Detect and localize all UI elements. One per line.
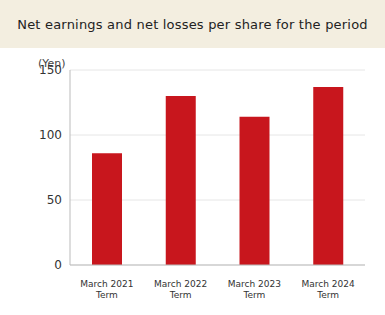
svg-text:0: 0 [54, 258, 62, 272]
svg-text:50: 50 [47, 193, 62, 207]
svg-text:100: 100 [39, 128, 62, 142]
svg-text:March 2022Term: March 2022Term [154, 279, 207, 300]
svg-text:March 2024Term: March 2024Term [302, 279, 355, 300]
svg-text:March 2021Term: March 2021Term [80, 279, 133, 300]
svg-text:March 2023Term: March 2023Term [228, 279, 281, 300]
svg-text:150: 150 [39, 63, 62, 77]
